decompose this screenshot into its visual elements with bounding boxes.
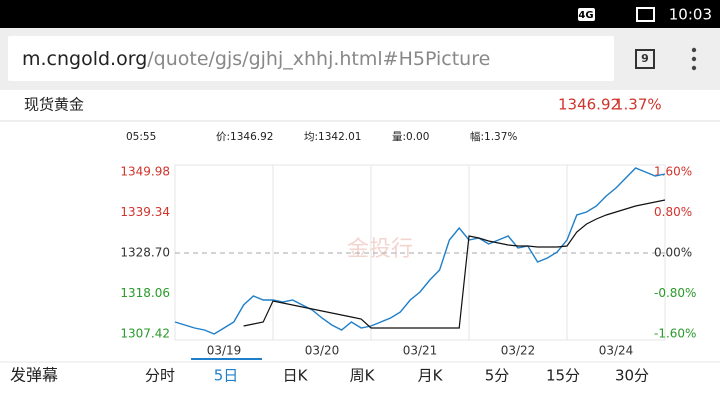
tab[interactable]: 分时 bbox=[145, 367, 175, 385]
time: 10:03 bbox=[669, 6, 712, 24]
tab-bar: 发弹幕 分时 5日 日K 周K 月K 5分 15分 30分 bbox=[10, 366, 649, 385]
status-bar bbox=[0, 0, 720, 28]
url[interactable]: m.cngold.org/quote/gjs/gjhj_xhhj.html#H5… bbox=[22, 48, 490, 70]
x-tick-label: 03/19 bbox=[207, 344, 242, 358]
battery bbox=[636, 7, 655, 22]
y-tick-label: 1349.98 bbox=[120, 165, 170, 179]
tab[interactable]: 日K bbox=[283, 367, 309, 385]
url-domain: m.cngold.org bbox=[22, 48, 147, 70]
x-tick-label: 03/21 bbox=[403, 344, 438, 358]
network: 4G bbox=[578, 10, 593, 21]
network-badge bbox=[578, 8, 595, 21]
x-tick-label: 03/20 bbox=[305, 344, 340, 358]
change: 1.37% bbox=[614, 96, 662, 114]
tab[interactable]: 5分 bbox=[485, 367, 510, 385]
info-item: 幅:1.37% bbox=[470, 130, 517, 143]
url-field[interactable] bbox=[8, 36, 614, 81]
x-tick-label: 03/22 bbox=[501, 344, 536, 358]
tab[interactable]: 15分 bbox=[546, 367, 580, 385]
y-tick-label: 1328.70 bbox=[120, 245, 170, 259]
instrument-name: 现货黄金 bbox=[24, 96, 84, 114]
watermark: 金投行 bbox=[347, 237, 413, 262]
y2-tick-label: -1.60% bbox=[654, 326, 696, 340]
price: 1346.92 bbox=[558, 96, 620, 114]
y-tick-label: 1339.34 bbox=[120, 205, 170, 219]
y-tick-label: 1307.42 bbox=[120, 326, 170, 340]
info-item: 均:1342.01 bbox=[304, 131, 361, 143]
tab[interactable]: 月K bbox=[418, 367, 444, 385]
info-item: 价:1346.92 bbox=[216, 131, 273, 143]
price-line bbox=[243, 199, 666, 329]
x-tick-label: 03/24 bbox=[599, 344, 634, 358]
tab[interactable]: 30分 bbox=[615, 367, 649, 385]
y2-tick-label: 0.00% bbox=[654, 246, 692, 260]
tab[interactable]: 5日 bbox=[214, 367, 239, 385]
y2-tick-label: 0.80% bbox=[654, 205, 692, 219]
tab-count: 9 bbox=[641, 52, 649, 65]
tab[interactable]: 周K bbox=[350, 367, 376, 385]
y-tick-label: 1318.06 bbox=[120, 286, 170, 300]
menu-button[interactable] bbox=[691, 47, 697, 71]
chart: 1349.98 1339.34 1328.70 1318.06 1307.42 1.60%… bbox=[120, 165, 696, 360]
info-row: 05:55 价:1346.92 均:1342.01 量:0.00 幅:1.37% bbox=[126, 130, 517, 143]
info-item: 量:0.00 bbox=[392, 131, 429, 143]
y2-tick-label: 1.60% bbox=[654, 165, 692, 179]
info-item: 05:55 bbox=[126, 131, 156, 143]
price-line bbox=[174, 167, 666, 335]
y2-tick-label: -0.80% bbox=[654, 286, 696, 300]
danmaku-button[interactable]: 发弹幕 bbox=[10, 366, 58, 385]
url-path: /quote/gjs/gjhj_xhhj.html#H5Picture bbox=[147, 48, 490, 70]
tabs-button[interactable] bbox=[635, 49, 655, 69]
